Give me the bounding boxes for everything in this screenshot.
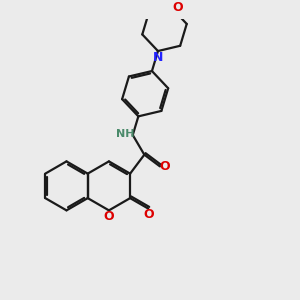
Text: O: O: [103, 210, 114, 223]
Text: NH: NH: [116, 129, 134, 139]
Text: O: O: [172, 1, 182, 14]
Text: N: N: [153, 51, 163, 64]
Text: O: O: [160, 160, 170, 173]
Text: O: O: [143, 208, 154, 221]
